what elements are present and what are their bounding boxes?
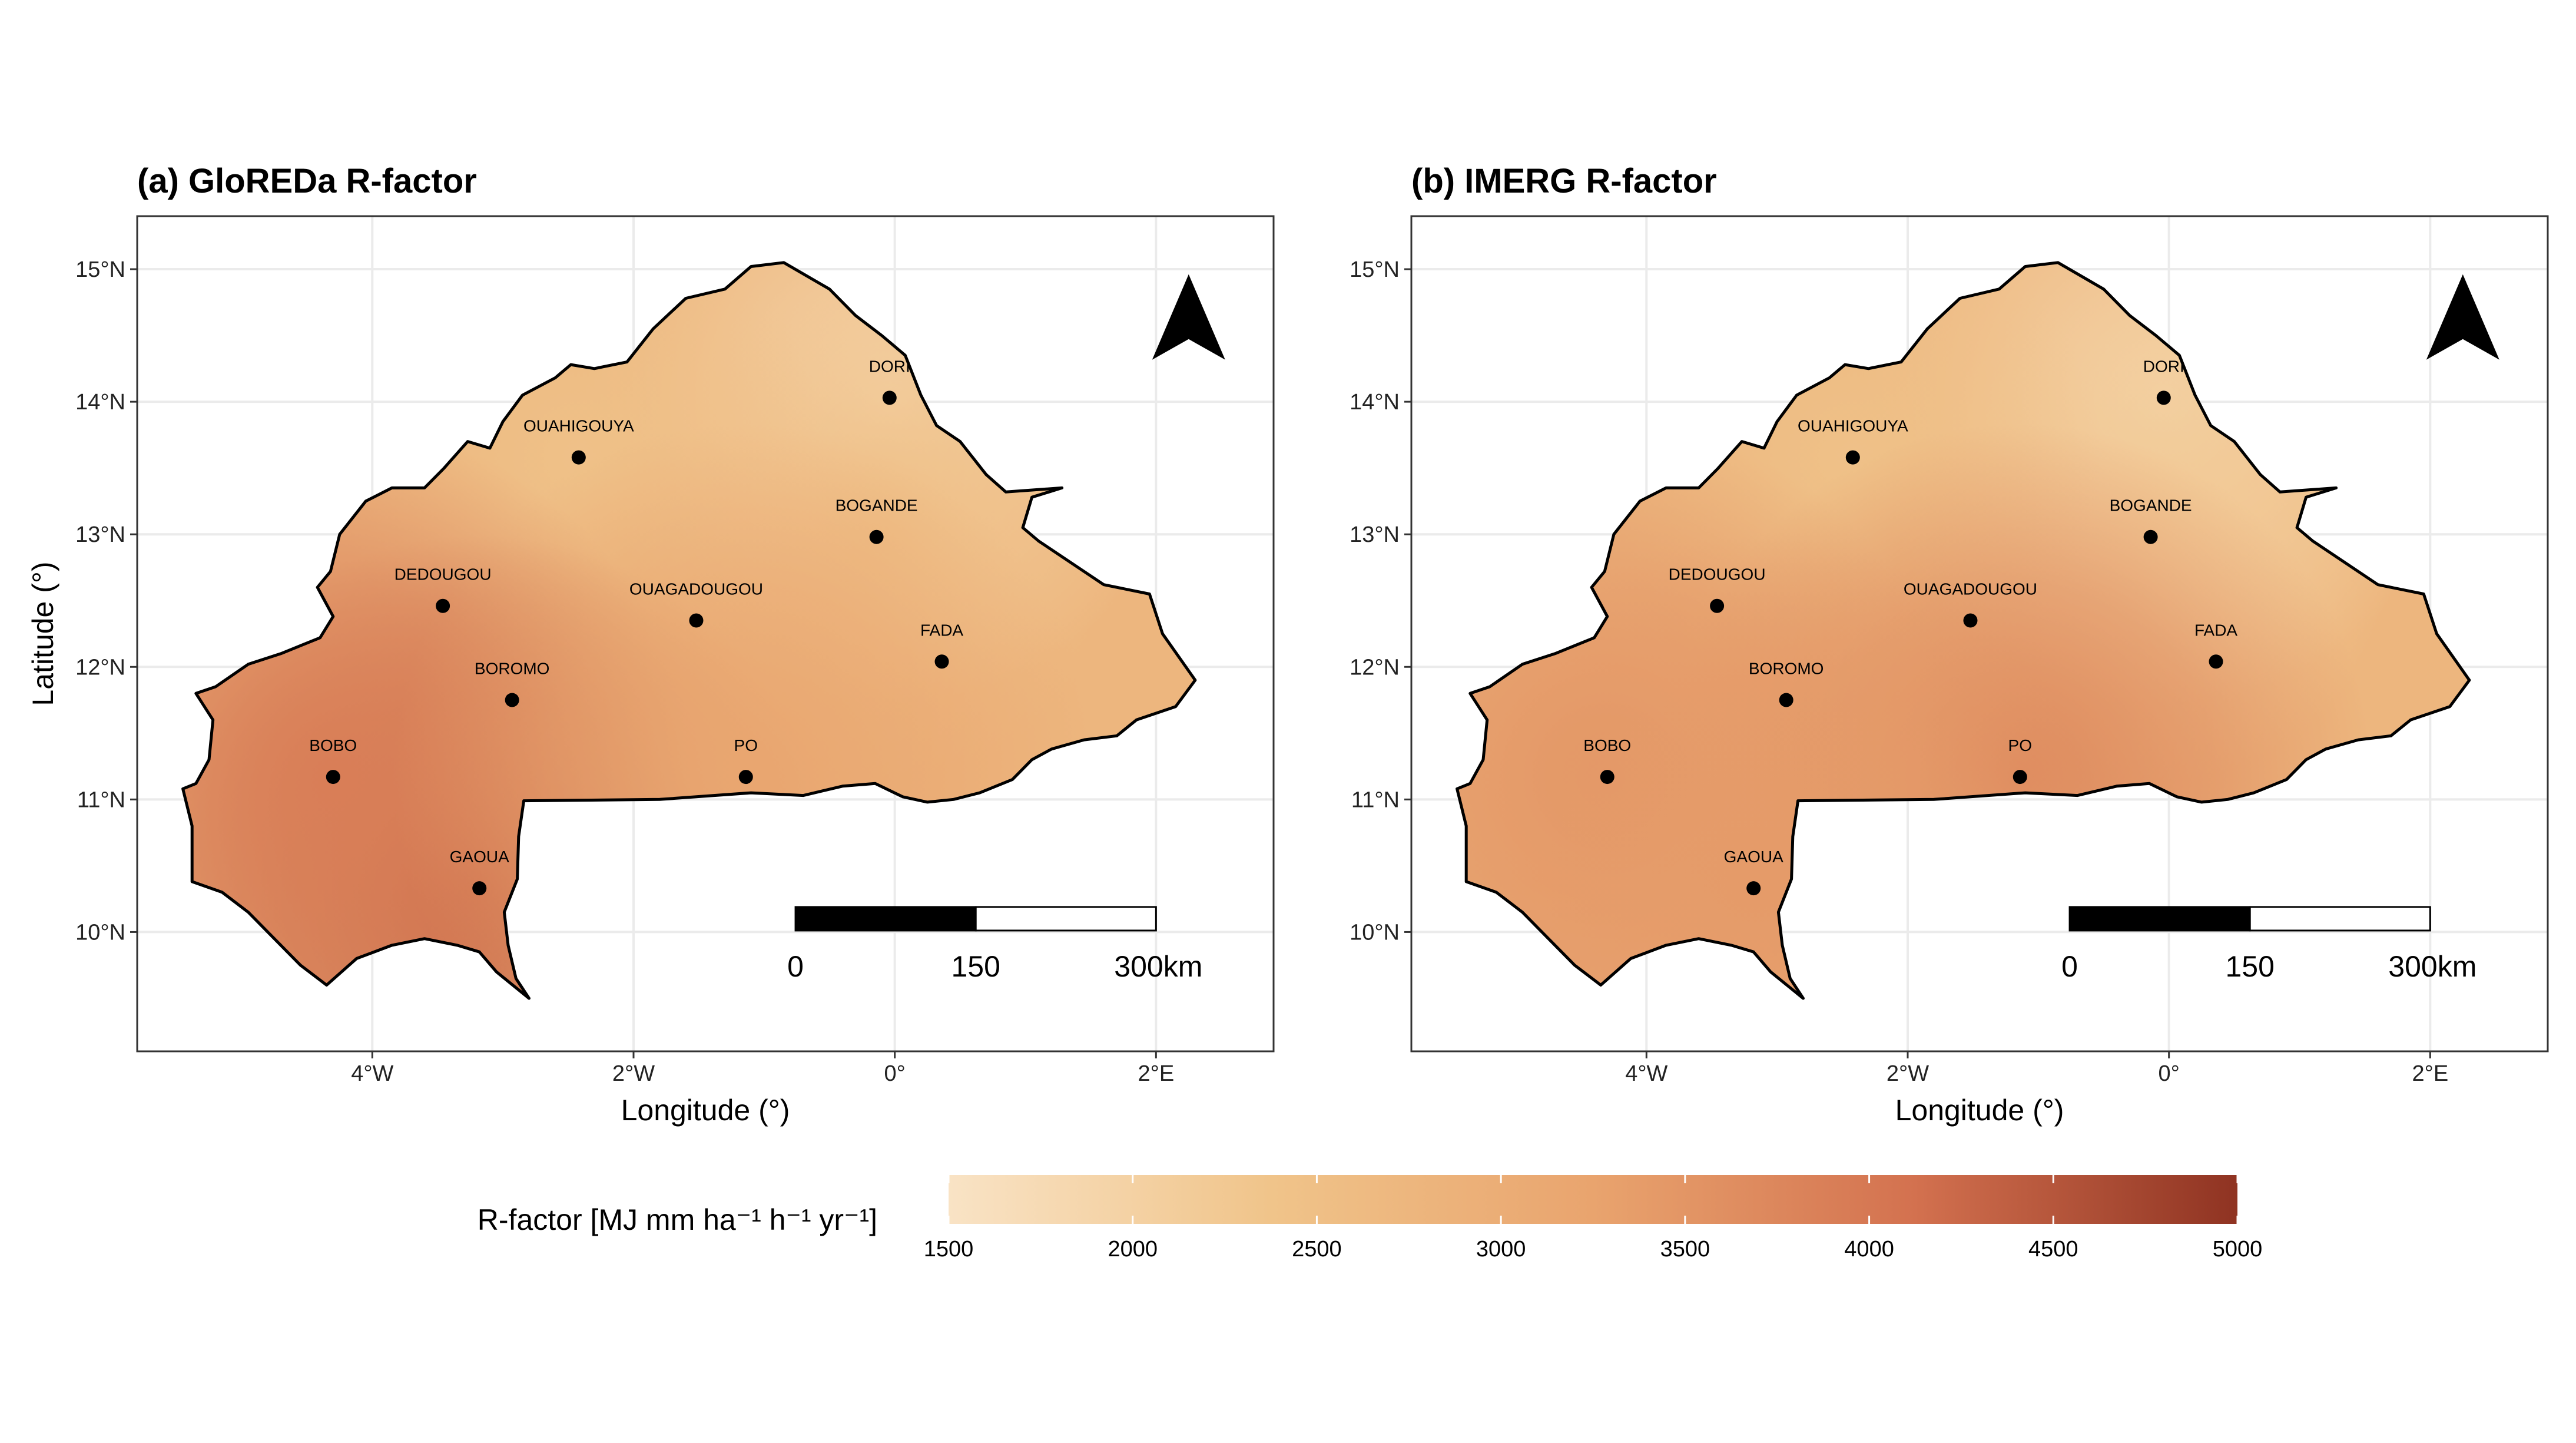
x-tick-label: 4°W [1625, 1061, 1667, 1086]
y-tick-label: 12°N [75, 655, 125, 680]
scale-bar: 0 150 300km [787, 906, 1202, 983]
y-tick-label: 10°N [75, 920, 125, 945]
city-label: BOGANDE [2110, 497, 2192, 515]
north-arrow-icon [2426, 274, 2499, 360]
colorbar-tick-label: 3500 [1660, 1237, 1710, 1262]
city-marker [571, 450, 586, 465]
y-tick-label: 11°N [77, 787, 125, 812]
panel-b: (b) IMERG R-factor DORI OUAHIGOUYA BOGANDE D… [1350, 162, 2549, 1127]
y-tick-label: 14°N [1350, 390, 1400, 415]
scale-label: 0 [787, 950, 804, 983]
panel-a: (a) GloREDa R-factor DORI OUAHIGOUYA BOGAND… [26, 162, 1275, 1127]
city-label: PO [2008, 736, 2032, 754]
panel-title: (b) IMERG R-factor [1411, 162, 1717, 200]
city-label: DORI [869, 357, 910, 375]
scale-label: 150 [2225, 950, 2274, 983]
city-label: BOROMO [1749, 660, 1824, 678]
panel-border [136, 215, 1275, 1053]
y-tick-label: 11°N [1351, 787, 1400, 812]
north-arrow-icon [1152, 274, 1225, 360]
city-label: BOGANDE [836, 497, 918, 515]
x-tick-label: 2°E [1138, 1061, 1175, 1086]
city-marker [689, 613, 704, 628]
city-marker [2013, 770, 2027, 785]
y-tick-label: 12°N [1350, 655, 1400, 680]
city-marker [1845, 450, 1860, 465]
scale-label: 300km [2388, 950, 2476, 983]
x-axis-title: Longitude (°) [1895, 1094, 2064, 1127]
city-label: OUAHIGOUYA [523, 417, 634, 435]
x-tick-label: 4°W [351, 1061, 393, 1086]
city-label: PO [734, 736, 758, 754]
y-tick-label: 13°N [1350, 522, 1400, 547]
colorbar-tick-label: 5000 [2213, 1237, 2263, 1262]
city-marker [436, 598, 450, 613]
colorbar-tick-label: 4000 [1844, 1237, 1894, 1262]
x-tick-label: 2°W [1887, 1061, 1929, 1086]
y-tick-label: 15°N [75, 257, 125, 282]
y-axis-title: Latitude (°) [26, 561, 59, 706]
country-boundary [181, 261, 1197, 1000]
colorbar-legend: R-factor [MJ mm ha⁻¹ h⁻¹ yr⁻¹] 1500 2000 25… [478, 1175, 2262, 1262]
city-label: GAOUA [450, 848, 509, 866]
y-tick-label: 13°N [75, 522, 125, 547]
x-axis-title: Longitude (°) [621, 1094, 790, 1127]
city-marker [326, 770, 340, 785]
x-tick-label: 2°W [612, 1061, 655, 1086]
city-marker [2143, 529, 2158, 544]
y-tick-label: 15°N [1350, 257, 1400, 282]
x-tick-label: 0° [2158, 1061, 2179, 1086]
city-marker [1963, 613, 1978, 628]
colorbar-tick-label: 2500 [1292, 1237, 1342, 1262]
city-label: FADA [2194, 621, 2237, 639]
city-marker [505, 693, 519, 707]
city-marker [1600, 770, 1614, 785]
scale-label: 150 [951, 950, 1000, 983]
y-tick-label: 14°N [75, 390, 125, 415]
city-marker [882, 390, 897, 405]
panel-title: (a) GloREDa R-factor [137, 162, 477, 200]
city-marker [934, 654, 949, 669]
city-marker [2156, 390, 2171, 405]
colorbar-tick-label: 4500 [2028, 1237, 2078, 1262]
colorbar-title: R-factor [MJ mm ha⁻¹ h⁻¹ yr⁻¹] [478, 1203, 877, 1236]
city-label: BOBO [309, 736, 357, 754]
city-label: DORI [2143, 357, 2184, 375]
city-marker [1710, 598, 1725, 613]
city-label: DEDOUGOU [394, 565, 492, 584]
y-tick-label: 10°N [1350, 920, 1400, 945]
city-label: OUAHIGOUYA [1798, 417, 1908, 435]
colorbar-tick-label: 1500 [924, 1237, 974, 1262]
city-marker [1779, 693, 1793, 707]
city-marker [869, 529, 884, 544]
city-marker [2209, 654, 2223, 669]
colorbar-tick-label: 3000 [1476, 1237, 1526, 1262]
city-marker [1746, 881, 1761, 896]
country-boundary [1456, 261, 2471, 1000]
city-label: FADA [920, 621, 963, 639]
x-tick-label: 2°E [2412, 1061, 2449, 1086]
city-label: BOROMO [475, 660, 550, 678]
city-label: GAOUA [1724, 848, 1783, 866]
city-marker [472, 881, 487, 896]
city-label: OUAGADOUGOU [1904, 580, 2037, 598]
city-marker [738, 770, 753, 785]
city-label: DEDOUGOU [1669, 565, 1766, 584]
city-label: OUAGADOUGOU [629, 580, 763, 598]
panel-border [1410, 215, 2549, 1053]
city-label: BOBO [1583, 736, 1631, 754]
scale-label: 0 [2061, 950, 2078, 983]
scale-bar: 0 150 300km [2061, 906, 2476, 983]
x-tick-label: 0° [884, 1061, 905, 1086]
colorbar [949, 1175, 2237, 1224]
scale-label: 300km [1114, 950, 1202, 983]
colorbar-tick-label: 2000 [1108, 1237, 1158, 1262]
